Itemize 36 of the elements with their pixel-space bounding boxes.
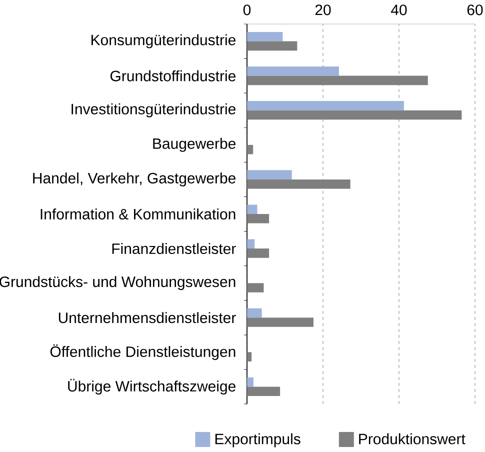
- bar: [247, 66, 339, 76]
- bar: [247, 32, 283, 42]
- bar: [247, 179, 350, 189]
- bar: [247, 144, 254, 154]
- bar: [247, 101, 404, 110]
- bar: [247, 283, 264, 292]
- y-tick-label: Investitionsgüterindustrie: [72, 103, 236, 118]
- x-tick-label: 20: [315, 4, 331, 16]
- bar: [247, 41, 298, 51]
- bar: [247, 204, 258, 214]
- y-tick-label: Unternehmensdienstleister: [58, 312, 236, 324]
- bar: [247, 352, 252, 362]
- bar: [247, 377, 254, 387]
- y-tick-label: Baugewerbe: [153, 138, 236, 152]
- bar: [247, 214, 270, 224]
- y-tick-label: Konsumgüterindustrie: [92, 34, 236, 48]
- y-tick-label: Öffentliche Dienstleistungen: [50, 344, 236, 360]
- y-tick-label: Übrige Wirtschaftszweige: [68, 378, 236, 395]
- x-tick-label: 40: [390, 4, 407, 16]
- bar: [247, 318, 314, 327]
- y-tick-label: Grundstoffindustrie: [110, 70, 236, 82]
- y-tick-label: Handel, Verkehr, Gastgewerbe: [33, 172, 236, 186]
- bar: [247, 76, 428, 86]
- x-tick-label: 0: [243, 4, 251, 16]
- legend-label: Exportimpuls: [215, 433, 300, 448]
- y-tick-label: Finanzdienstleister: [112, 243, 236, 254]
- bar: [247, 308, 262, 318]
- bar: [247, 248, 270, 258]
- bar: [247, 110, 462, 120]
- bar: [247, 170, 292, 180]
- x-tick-label: 60: [467, 4, 483, 16]
- legend-label: Produktionswert: [359, 433, 466, 444]
- bar: [247, 239, 255, 249]
- bar: [247, 386, 280, 396]
- y-tick-label: Grundstücks- und Wohnungswesen: [0, 276, 236, 290]
- y-tick-label: Information & Kommunikation: [40, 208, 236, 220]
